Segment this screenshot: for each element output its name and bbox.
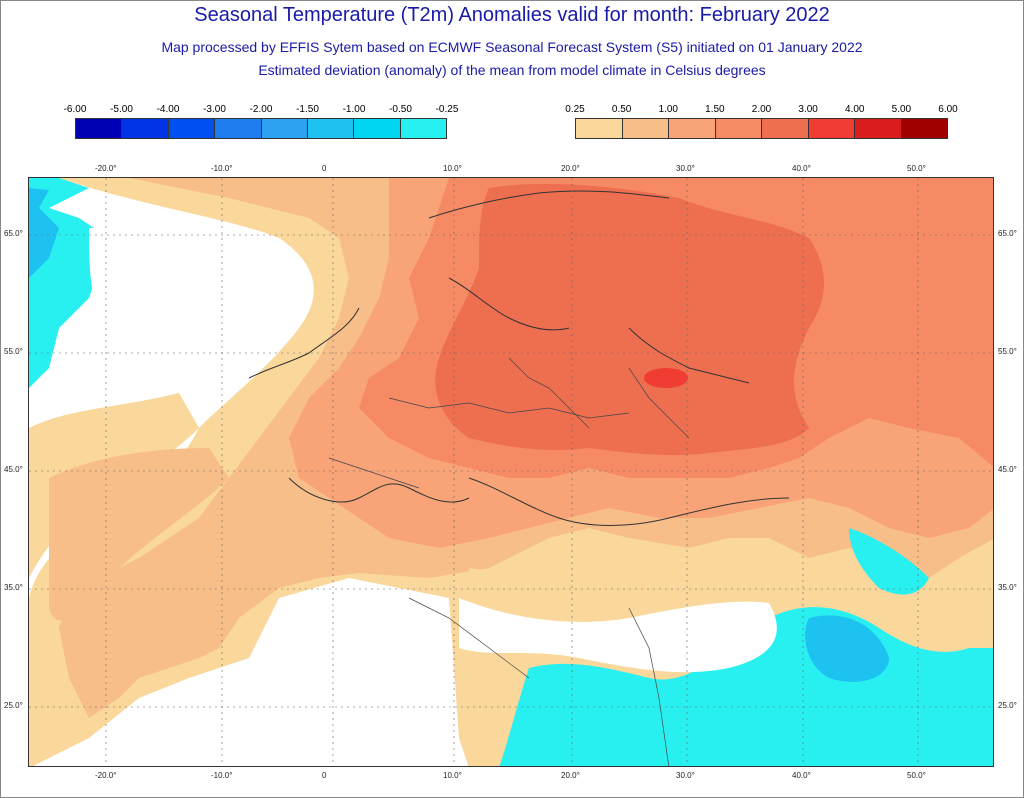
lat-tick-label-right: 25.0° xyxy=(998,701,1017,710)
legend-tick-label: 3.00 xyxy=(798,104,818,115)
lon-tick-label-top: 20.0° xyxy=(561,164,580,173)
lat-tick-label-left: 35.0° xyxy=(4,583,23,592)
legend-warm-colorbar: 0.25 0.50 1.00 1.50 2.00 3.00 4.00 5.00 6.00 xyxy=(565,104,958,139)
legend-swatch xyxy=(762,119,809,138)
lon-tick-label-bottom: 20.0° xyxy=(561,771,580,780)
lat-tick-label-left: 45.0° xyxy=(4,465,23,474)
lon-tick-label-top: 10.0° xyxy=(443,164,462,173)
lon-tick-label-bottom: 50.0° xyxy=(907,771,926,780)
legend-tick-label: 5.00 xyxy=(891,104,912,115)
anomaly-region-warm-4 xyxy=(435,183,824,456)
lon-tick-label-top: 0 xyxy=(322,164,327,173)
anomaly-region-warm-1-atlantic xyxy=(49,448,229,621)
lat-tick-label-right: 65.0° xyxy=(998,229,1017,238)
lon-tick-label-bottom: -20.0° xyxy=(95,771,117,780)
anomaly-region-neutral-atlantic xyxy=(89,228,289,388)
legend-swatch xyxy=(122,119,169,138)
anomaly-region-light-warm-africa xyxy=(469,563,829,636)
lon-tick-label-top: -20.0° xyxy=(95,164,117,173)
anomaly-region-warm-5 xyxy=(644,368,688,388)
lat-tick-label-right: 35.0° xyxy=(998,583,1017,592)
legend-tick-label: -0.25 xyxy=(435,104,459,115)
lon-tick-label-bottom: -10.0° xyxy=(211,771,233,780)
legend-tick-label: -6.00 xyxy=(63,104,87,115)
legend-tick-label: 1.00 xyxy=(658,104,678,115)
anomaly-region-cold-greenland-2 xyxy=(29,188,59,278)
legend-swatch xyxy=(215,119,262,138)
legend-tick-label: -2.00 xyxy=(249,104,273,115)
legend-tick-label: 0.25 xyxy=(565,104,585,115)
anomaly-region-neutral-africa xyxy=(459,598,777,673)
legend-swatch xyxy=(576,119,623,138)
map-panel[interactable] xyxy=(28,177,994,767)
legend-swatch xyxy=(715,119,762,138)
anomaly-region-cold-turkey xyxy=(849,528,929,595)
lat-tick-label-right: 55.0° xyxy=(998,347,1017,356)
legend-tick-label: -0.50 xyxy=(389,104,412,115)
legend-tick-label: 6.00 xyxy=(938,104,958,115)
legend-tick-label: -1.00 xyxy=(342,104,366,115)
legend-tick-label: 0.50 xyxy=(611,104,632,115)
map-subtitle-source: Map processed by EFFIS Sytem based on EC… xyxy=(161,39,863,55)
legend-tick-label: -3.00 xyxy=(203,104,226,115)
legend-tick-label: -5.00 xyxy=(110,104,133,115)
anomaly-region-cold-arabia xyxy=(805,615,889,682)
lon-tick-label-bottom: 30.0° xyxy=(676,771,695,780)
legend-tick-label: 2.00 xyxy=(751,104,772,115)
lon-tick-label-top: 40.0° xyxy=(792,164,811,173)
legend-swatch xyxy=(400,119,446,138)
map-subtitle-units: Estimated deviation (anomaly) of the mea… xyxy=(258,62,766,78)
legend-cold-colorbar: -6.00 -5.00 -4.00 -3.00 -2.00 -1.50 -1.00 -0.50… xyxy=(64,104,458,139)
lat-tick-label-left: 65.0° xyxy=(4,229,23,238)
lon-tick-label-bottom: 10.0° xyxy=(443,771,462,780)
lat-tick-label-left: 25.0° xyxy=(4,701,23,710)
map-title: Seasonal Temperature (T2m) Anomalies val… xyxy=(194,4,830,26)
country-borders xyxy=(328,357,690,766)
lon-tick-label-top: 50.0° xyxy=(907,164,926,173)
lon-tick-label-bottom: 40.0° xyxy=(792,771,811,780)
lon-tick-label-top: 30.0° xyxy=(676,164,695,173)
legend-swatch xyxy=(855,119,902,138)
lon-tick-label-bottom: 0 xyxy=(322,771,327,780)
legend-tick-label: 1.50 xyxy=(705,104,725,115)
legend-swatch xyxy=(76,119,123,138)
legend-swatch xyxy=(622,119,669,138)
lon-tick-label-top: -10.0° xyxy=(211,164,233,173)
legend-tick-label: -1.50 xyxy=(296,104,319,115)
legend-swatch xyxy=(354,119,401,138)
legend-swatch xyxy=(168,119,216,138)
lat-tick-label-left: 55.0° xyxy=(4,347,23,356)
legend-swatch xyxy=(808,119,855,138)
legend-swatch xyxy=(261,119,308,138)
graticule xyxy=(29,178,993,766)
legend-tick-label: 4.00 xyxy=(845,104,865,115)
legend-tick-label: -4.00 xyxy=(156,104,180,115)
lat-tick-label-right: 45.0° xyxy=(998,465,1017,474)
legend-swatch xyxy=(901,119,947,138)
legend-swatch xyxy=(669,119,716,138)
coastlines xyxy=(248,190,790,526)
anomaly-map[interactable] xyxy=(29,178,994,767)
legend-swatch xyxy=(307,119,355,138)
